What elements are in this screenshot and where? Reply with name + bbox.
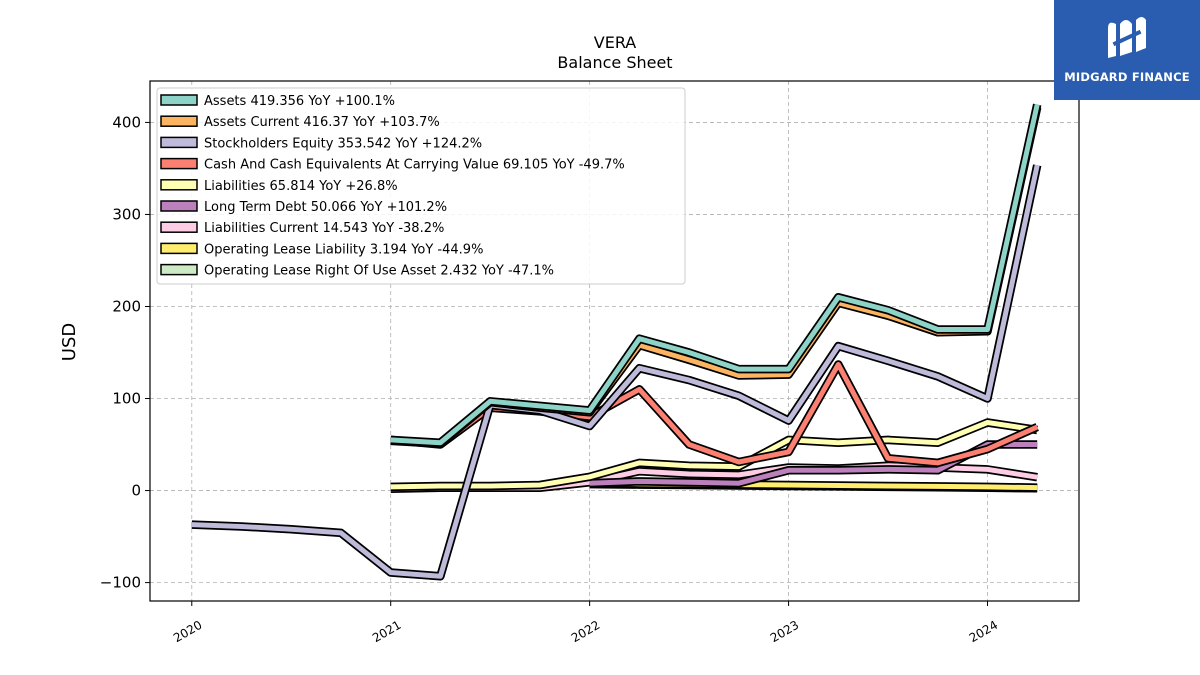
legend-swatch (160, 200, 198, 212)
legend-swatch (160, 115, 198, 127)
x-tick-label: 2022 (569, 618, 602, 645)
chart-title: VERA (594, 33, 637, 52)
x-tick-label: 2020 (171, 618, 204, 645)
legend-box (156, 87, 686, 285)
y-tick-label: 400 (112, 113, 141, 131)
series-lines (191, 103, 1042, 581)
legend-entry: Operating Lease Right Of Use Asset 2.432… (204, 264, 554, 279)
logo-text: MIDGARD FINANCE (1064, 70, 1190, 84)
legend-swatch (160, 136, 198, 149)
legend-swatch (160, 263, 198, 276)
legend-entry: Long Term Debt 50.066 YoY +101.2% (204, 200, 447, 215)
y-tick-label: 0 (131, 482, 141, 500)
legend-entry: Stockholders Equity 353.542 YoY +124.2% (204, 136, 482, 151)
legend-swatch (160, 242, 198, 255)
plot-frame (149, 80, 1080, 602)
legend-swatch (160, 179, 198, 191)
logo-mark-icon (1054, 12, 1200, 68)
legend-entry: Assets Current 416.37 YoY +103.7% (204, 115, 440, 130)
y-tick-label: 100 (112, 390, 141, 408)
y-tick-label: 200 (112, 297, 141, 315)
y-tick-label: −100 (100, 574, 141, 592)
x-tick-label: 2021 (370, 618, 403, 645)
series-line (191, 164, 1040, 579)
legend-entry: Assets 419.356 YoY +100.1% (204, 94, 395, 109)
x-tick-label: 2023 (768, 618, 801, 645)
legend-entry: Liabilities Current 14.543 YoY -38.2% (204, 221, 444, 236)
legend-swatch (160, 157, 198, 170)
legend-entry: Cash And Cash Equivalents At Carrying Va… (204, 158, 625, 173)
legend-entry: Operating Lease Liability 3.194 YoY -44.… (204, 242, 483, 257)
x-tick-label: 2024 (967, 618, 1000, 645)
legend-swatch (160, 94, 198, 106)
legend-entry: Liabilities 65.814 YoY +26.8% (204, 179, 398, 194)
y-axis-label: USD (59, 323, 80, 361)
series-line (390, 104, 1040, 446)
midgard-finance-logo: MIDGARD FINANCE (1054, 0, 1200, 100)
legend-swatch (160, 221, 198, 233)
legend: Assets 419.356 YoY +100.1% Assets Current… (156, 87, 686, 285)
y-tick-label: 300 (112, 205, 141, 223)
series-line (390, 420, 1038, 490)
chart-subtitle: Balance Sheet (557, 53, 672, 72)
